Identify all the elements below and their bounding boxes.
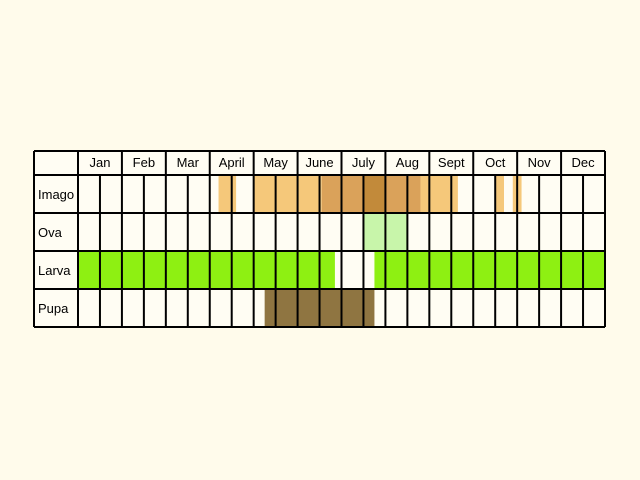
- stage-label-larva: Larva: [38, 263, 71, 278]
- stage-label-imago: Imago: [38, 187, 74, 202]
- segment-larva-1: [374, 251, 605, 289]
- segment-imago-3: [363, 175, 386, 213]
- stage-label-pupa: Pupa: [38, 301, 69, 316]
- month-label-july: July: [352, 155, 376, 170]
- month-label-sept: Sept: [438, 155, 465, 170]
- month-label-may: May: [263, 155, 288, 170]
- month-label-mar: Mar: [177, 155, 200, 170]
- month-label-feb: Feb: [133, 155, 155, 170]
- month-label-jan: Jan: [89, 155, 110, 170]
- segment-imago-4: [385, 175, 421, 213]
- month-label-aug: Aug: [396, 155, 419, 170]
- segment-imago-1: [253, 175, 322, 213]
- stage-label-ova: Ova: [38, 225, 63, 240]
- segment-larva-0: [78, 251, 335, 289]
- month-label-oct: Oct: [485, 155, 506, 170]
- month-label-april: April: [219, 155, 245, 170]
- month-label-june: June: [305, 155, 333, 170]
- month-label-dec: Dec: [571, 155, 595, 170]
- segment-imago-6: [495, 175, 504, 213]
- segment-imago-2: [321, 175, 364, 213]
- segment-imago-0: [218, 175, 237, 213]
- month-label-nov: Nov: [528, 155, 552, 170]
